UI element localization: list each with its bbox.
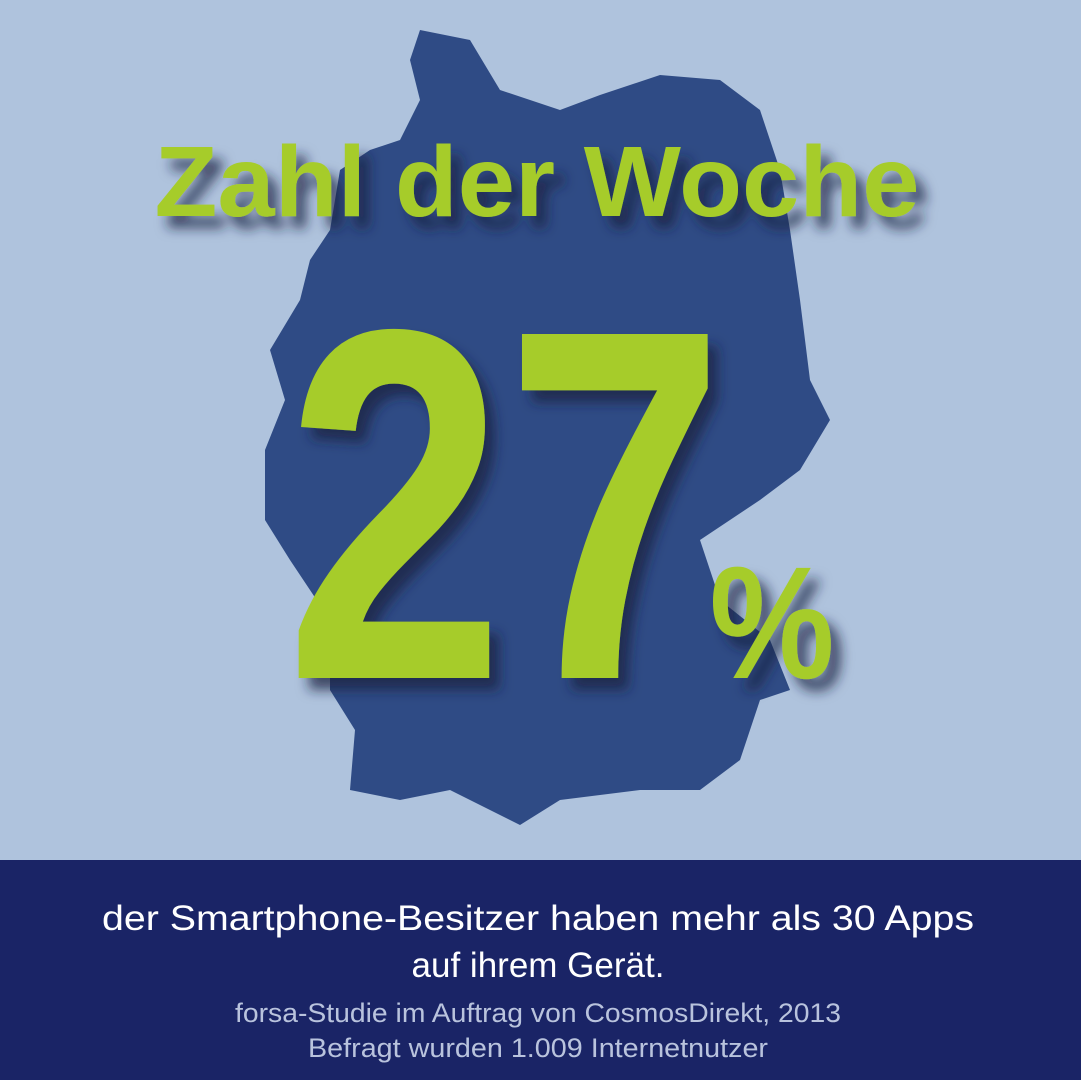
statement-line: der Smartphone-Besitzer haben mehr als 3… [102,899,974,938]
source-line: Befragt wurden 1.009 Internetnutzer [308,1033,768,1063]
percent-sign: % [710,533,835,712]
footer-band [0,860,1081,1080]
germany-map [265,30,830,825]
title: Zahl der Woche [155,126,920,238]
big-number: 27 [285,225,725,784]
statement-line: auf ihrem Gerät. [412,946,665,985]
source-line: forsa-Studie im Auftrag von CosmosDirekt… [235,998,841,1028]
